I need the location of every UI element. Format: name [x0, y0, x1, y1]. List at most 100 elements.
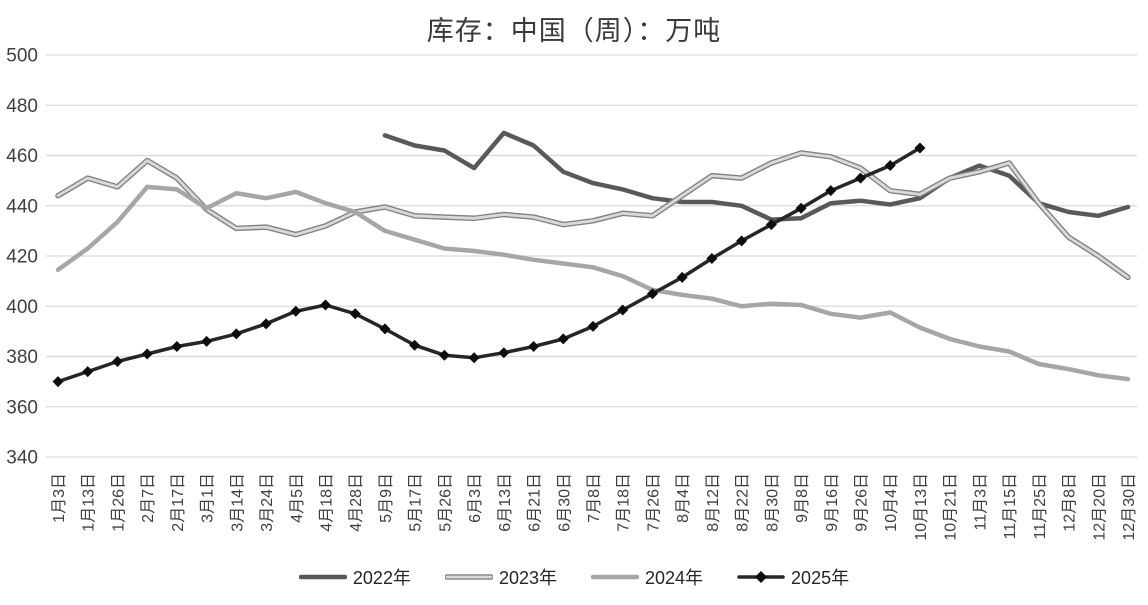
diamond-marker: [468, 352, 480, 364]
x-tick-label: 6月13日: [497, 473, 514, 532]
y-axis-labels: 500 480 460 440 420 400 380 360 340: [6, 46, 38, 469]
chart-title: 库存：中国（周）：万吨: [426, 16, 722, 47]
x-tick-label: 10月13日: [913, 473, 930, 541]
x-axis-labels: 1月3日 1月13日 1月26日 2月7日 2月17日 3月1日 3月14日 3月24日 4月5…: [51, 473, 1138, 541]
x-tick-label: 4月5日: [289, 473, 306, 523]
x-tick-label: 9月26日: [854, 473, 871, 532]
legend-item-2025年: 2025年: [737, 564, 849, 590]
diamond-marker: [528, 340, 540, 352]
x-tick-label: 8月12日: [705, 473, 722, 532]
diamond-marker: [498, 347, 510, 359]
diamond-marker: [409, 339, 421, 351]
x-tick-label: 3月24日: [259, 473, 276, 532]
diamond-marker: [795, 202, 807, 214]
x-tick-label: 10月21日: [943, 473, 960, 541]
series-line-outline: [55, 150, 1131, 281]
legend-item-2024年: 2024年: [591, 564, 703, 590]
x-tick-label: 1月13日: [81, 473, 98, 532]
diamond-marker: [111, 356, 123, 368]
y-tick-label: 460: [6, 146, 38, 167]
series-line: [382, 130, 1131, 222]
series-2025年: [52, 142, 926, 388]
diamond-marker: [676, 271, 688, 283]
diamond-marker: [914, 142, 926, 154]
x-tick-label: 8月22日: [735, 473, 752, 532]
x-tick-label: 11月25日: [1032, 473, 1049, 539]
x-tick-label: 1月26日: [110, 473, 127, 532]
x-tick-label: 7月18日: [616, 473, 633, 532]
diamond-marker: [141, 348, 153, 360]
legend-swatch-2025年: [737, 571, 785, 583]
diamond-marker: [320, 299, 331, 311]
series-line: [56, 151, 1130, 279]
x-tick-label: 1月3日: [51, 473, 68, 523]
x-tick-label: 6月30日: [556, 473, 573, 532]
y-tick-label: 420: [6, 247, 38, 268]
diamond-marker: [52, 376, 64, 388]
diamond-marker: [171, 340, 183, 352]
x-tick-label: 6月21日: [527, 473, 544, 532]
x-tick-label: 2月17日: [170, 473, 187, 532]
legend-label: 2022年: [352, 568, 411, 588]
gridlines: [46, 54, 1137, 458]
x-tick-label: 10月4日: [883, 473, 900, 532]
diamond-marker: [765, 219, 777, 231]
legend-diamond-marker: [755, 571, 768, 583]
x-tick-label: 7月26日: [645, 473, 662, 532]
diamond-marker: [855, 172, 866, 184]
x-tick-label: 12月8日: [1062, 473, 1079, 532]
x-tick-label: 12月20日: [1091, 473, 1108, 541]
x-tick-label: 8月30日: [764, 473, 781, 532]
diamond-marker: [646, 288, 658, 300]
x-tick-label: 3月1日: [200, 473, 217, 523]
diamond-marker: [290, 305, 302, 317]
diamond-marker: [201, 335, 213, 347]
x-tick-label: 4月28日: [348, 473, 365, 532]
y-tick-label: 440: [6, 196, 38, 217]
x-tick-label: 6月3日: [467, 473, 484, 523]
series-2023年: [55, 150, 1131, 281]
legend-item-2023年: 2023年: [444, 564, 557, 590]
x-tick-label: 8月4日: [675, 473, 692, 523]
legend-swatch-2024年: [591, 574, 639, 580]
legend-label: 2023年: [498, 568, 557, 588]
diamond-marker: [736, 235, 748, 247]
diamond-marker: [349, 308, 361, 320]
legend-swatch-2022年: [298, 574, 347, 580]
x-tick-label: 5月9日: [378, 473, 395, 523]
y-tick-label: 480: [6, 96, 38, 117]
diamond-marker: [706, 253, 718, 265]
y-tick-label: 340: [6, 448, 38, 469]
legend-swatch-2023年: [444, 574, 493, 580]
x-tick-label: 11月3日: [972, 473, 989, 531]
diamond-marker: [884, 160, 896, 172]
legend-item-2022年: 2022年: [298, 564, 411, 590]
legend-label: 2025年: [791, 568, 850, 588]
diamond-marker: [260, 318, 272, 330]
series-2022年: [382, 130, 1131, 222]
x-tick-label: 5月26日: [437, 473, 454, 532]
y-tick-label: 500: [6, 46, 38, 67]
y-tick-label: 360: [6, 397, 38, 418]
diamond-marker: [617, 304, 629, 316]
x-tick-label: 7月8日: [586, 473, 603, 523]
diamond-marker: [230, 328, 242, 340]
x-tick-label: 11月15日: [1002, 473, 1019, 539]
chart-legend: 2022年 2023年 2024年 2025年: [0, 559, 1148, 595]
series-line: [56, 146, 922, 384]
diamond-marker: [438, 349, 450, 361]
x-tick-label: 9月8日: [794, 473, 811, 523]
inventory-line-chart: 500 480 460 440 420 400 380 360 340 1月3日 1月13日 1月26…: [6, 46, 1138, 541]
x-tick-label: 2月7日: [140, 473, 157, 523]
x-tick-label: 4月18日: [319, 473, 336, 532]
diamond-marker: [379, 323, 391, 335]
series-line: [55, 184, 1131, 382]
diamond-marker: [82, 366, 94, 378]
series-2024年: [55, 184, 1131, 382]
y-tick-label: 400: [6, 297, 38, 318]
legend-label: 2024年: [645, 568, 704, 588]
y-tick-label: 380: [6, 347, 38, 368]
x-tick-label: 9月16日: [824, 473, 841, 532]
diamond-marker: [587, 320, 599, 332]
